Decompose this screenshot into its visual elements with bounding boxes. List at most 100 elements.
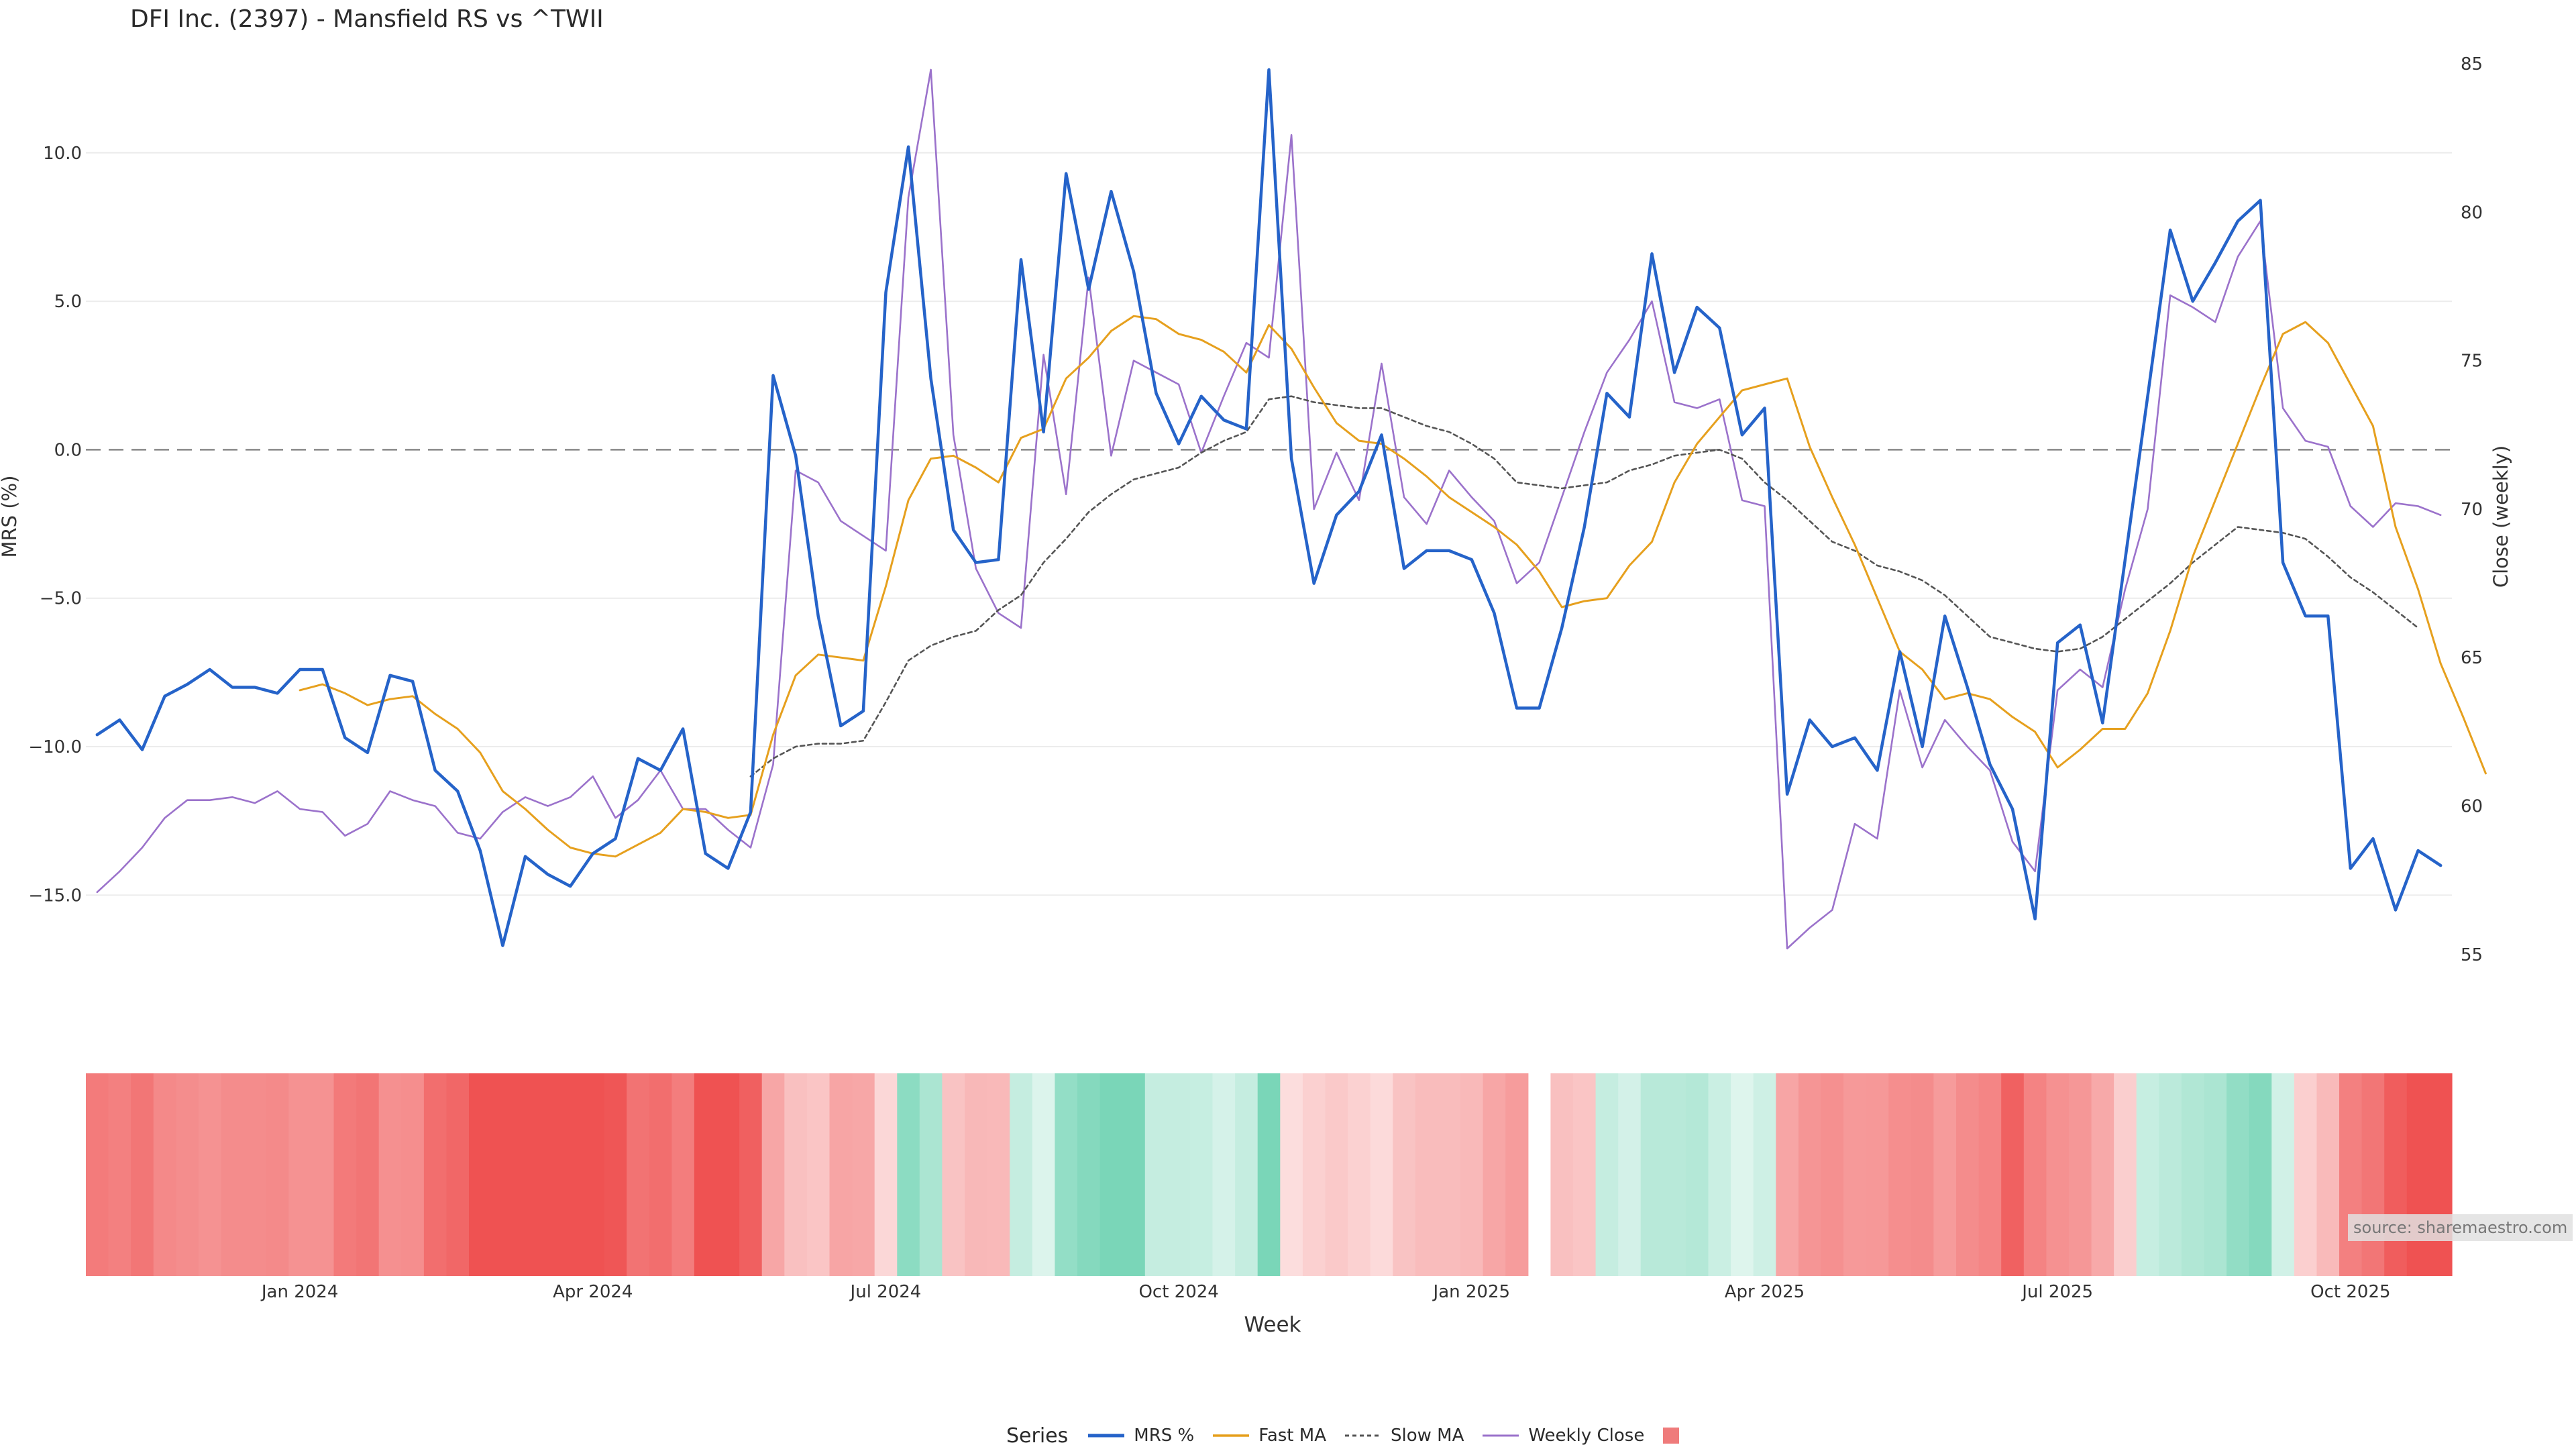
y-axis-ticks: 10.0 5.0 0.0 −5.0 −10.0 −15.0 bbox=[28, 144, 82, 906]
legend-item-mrs[interactable]: MRS % bbox=[1087, 1426, 1194, 1446]
y-tick-label: 5.0 bbox=[54, 292, 82, 312]
heatmap-cell bbox=[2114, 1073, 2137, 1276]
heatmap-cell bbox=[176, 1073, 199, 1276]
heatmap-cell bbox=[965, 1073, 988, 1276]
series-line-slow-ma bbox=[749, 395, 2419, 777]
heatmap-cell bbox=[1348, 1073, 1371, 1276]
heatmap-cell bbox=[1438, 1073, 1461, 1276]
chart-title: DFI Inc. (2397) - Mansfield RS vs ^TWII bbox=[130, 5, 604, 33]
x-axis-label: Week bbox=[1244, 1313, 1301, 1337]
heatmap-cell bbox=[423, 1073, 447, 1276]
heatmap-cell bbox=[2384, 1073, 2408, 1276]
heatmap-cell bbox=[1866, 1073, 1889, 1276]
heatmap-cell bbox=[1370, 1073, 1393, 1276]
heatmap-cell bbox=[1640, 1073, 1664, 1276]
y2-tick-label: 55 bbox=[2461, 945, 2483, 965]
heatmap-cell bbox=[2091, 1073, 2114, 1276]
y-tick-label: −5.0 bbox=[40, 589, 82, 609]
heatmap-cell bbox=[1189, 1073, 1214, 1276]
x-tick-label: Apr 2025 bbox=[1725, 1282, 1805, 1302]
heatmap-cell bbox=[1483, 1073, 1506, 1276]
heatmap-cell bbox=[1393, 1073, 1416, 1276]
heatmap-cell bbox=[582, 1073, 605, 1276]
y2-tick-label: 60 bbox=[2461, 797, 2483, 817]
y-axis-label: MRS (%) bbox=[0, 476, 21, 558]
legend-item-weekly-close[interactable]: Weekly Close bbox=[1481, 1426, 1644, 1446]
heatmap-cell bbox=[604, 1073, 627, 1276]
heatmap-cell bbox=[199, 1073, 222, 1276]
heatmap-cell bbox=[1302, 1073, 1326, 1276]
heatmap-cell bbox=[649, 1073, 672, 1276]
legend-header: Series bbox=[1006, 1424, 1069, 1448]
heatmap-cell bbox=[266, 1073, 289, 1276]
x-tick-label: Oct 2025 bbox=[2310, 1282, 2390, 1302]
heatmap-cell bbox=[1978, 1073, 2002, 1276]
heatmap-cell bbox=[1144, 1073, 1168, 1276]
heatmap-cell bbox=[2271, 1073, 2295, 1276]
y-tick-label: −15.0 bbox=[28, 885, 82, 906]
heatmap-cell bbox=[378, 1073, 402, 1276]
heatmap-cell bbox=[1212, 1073, 1236, 1276]
series-line-weekly-close bbox=[96, 68, 2442, 950]
heatmap-cell bbox=[2001, 1073, 2025, 1276]
y-tick-label: 10.0 bbox=[43, 144, 82, 164]
heatmap-cell bbox=[153, 1073, 176, 1276]
y2-tick-label: 65 bbox=[2461, 648, 2483, 668]
heatmap-cell bbox=[919, 1073, 943, 1276]
x-tick-label: Jan 2024 bbox=[260, 1282, 339, 1302]
legend-label: Weekly Close bbox=[1528, 1426, 1645, 1446]
legend-item-heatmap[interactable] bbox=[1662, 1426, 1688, 1445]
heatmap-cell bbox=[1573, 1073, 1597, 1276]
heatmap-cell bbox=[1460, 1073, 1484, 1276]
series-lines bbox=[95, 68, 2487, 950]
heatmap-cell bbox=[1685, 1073, 1709, 1276]
heatmap-cell bbox=[446, 1073, 470, 1276]
y2-tick-label: 80 bbox=[2461, 203, 2483, 223]
heatmap-cell bbox=[1753, 1073, 1776, 1276]
heatmap-cell bbox=[1099, 1073, 1123, 1276]
heatmap-cell bbox=[1888, 1073, 1912, 1276]
heatmap-cell bbox=[288, 1073, 312, 1276]
heatmap-cell bbox=[244, 1073, 267, 1276]
heatmap-cell bbox=[874, 1073, 898, 1276]
heatmap-cell bbox=[491, 1073, 515, 1276]
heatmap-cell bbox=[333, 1073, 357, 1276]
heatmap-cell bbox=[1325, 1073, 1348, 1276]
heatmap-cell bbox=[1956, 1073, 1980, 1276]
series-line-fast-ma bbox=[299, 315, 2487, 858]
heatmap-cell bbox=[897, 1073, 920, 1276]
y-tick-label: −10.0 bbox=[28, 737, 82, 757]
legend-item-slow-ma[interactable]: Slow MA bbox=[1344, 1426, 1464, 1446]
heatmap-cell bbox=[131, 1073, 154, 1276]
heatmap-cell bbox=[2339, 1073, 2363, 1276]
heatmap-cell bbox=[2069, 1073, 2092, 1276]
y2-tick-label: 70 bbox=[2461, 500, 2483, 520]
heatmap-cell bbox=[2249, 1073, 2272, 1276]
heatmap-cell bbox=[1821, 1073, 1844, 1276]
heatmap-cell bbox=[401, 1073, 425, 1276]
heatmap-cell bbox=[1010, 1073, 1033, 1276]
heatmap-cell bbox=[1055, 1073, 1078, 1276]
legend-label: Slow MA bbox=[1390, 1426, 1464, 1446]
heatmap-cell bbox=[2226, 1073, 2250, 1276]
heatmap-cell bbox=[2136, 1073, 2159, 1276]
heatmap-cell bbox=[221, 1073, 244, 1276]
heatmap-cell bbox=[761, 1073, 785, 1276]
heatmap-cell bbox=[2159, 1073, 2182, 1276]
heatmap-cell bbox=[514, 1073, 537, 1276]
heatmap-cell bbox=[1505, 1073, 1529, 1276]
heatmap-cell bbox=[1415, 1073, 1438, 1276]
legend-item-fast-ma[interactable]: Fast MA bbox=[1212, 1426, 1326, 1446]
grid-lines bbox=[86, 152, 2452, 896]
heatmap-cell bbox=[356, 1073, 380, 1276]
series-line-mrs- bbox=[95, 68, 2443, 947]
heatmap-cell bbox=[108, 1073, 131, 1276]
heatmap-cell bbox=[806, 1073, 830, 1276]
heatmap-cell bbox=[694, 1073, 718, 1276]
source-watermark: source: sharemaestro.com bbox=[2348, 1214, 2573, 1241]
heatmap-cell bbox=[1731, 1073, 1754, 1276]
x-tick-label: Jan 2025 bbox=[1432, 1282, 1511, 1302]
heatmap-cell bbox=[1618, 1073, 1642, 1276]
heatmap-cell bbox=[2046, 1073, 2070, 1276]
legend: Series MRS % Fast MA Slow MA Weekly Clos… bbox=[1006, 1422, 1706, 1449]
